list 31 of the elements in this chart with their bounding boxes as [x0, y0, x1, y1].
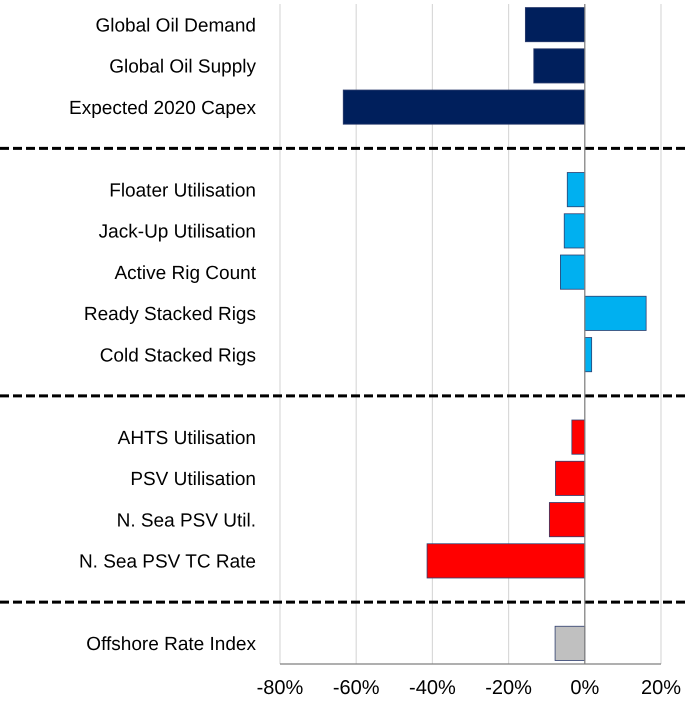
x-tick-label: -20% [485, 677, 532, 699]
y-tick-label: PSV Utilisation [130, 469, 256, 490]
bar [555, 460, 586, 496]
y-tick-label: N. Sea PSV TC Rate [78, 552, 256, 573]
bar [560, 254, 586, 290]
bar [524, 7, 586, 42]
y-tick-label: Active Rig Count [114, 262, 257, 284]
y-tick-label: AHTS Utilisation [118, 428, 256, 449]
y-tick-label: Offshore Rate Index [86, 634, 256, 656]
y-tick-label: Global Oil Demand [95, 15, 256, 36]
bar [554, 626, 586, 661]
bar [571, 420, 586, 455]
x-tick-label: 0% [570, 677, 600, 699]
y-tick-label: Floater Utilisation [109, 180, 256, 202]
bar [566, 172, 586, 208]
x-tick-label: -40% [409, 677, 456, 699]
bar [426, 543, 586, 578]
x-tick-label: -80% [256, 677, 304, 699]
bar [584, 296, 647, 331]
bar [564, 213, 586, 248]
x-tick-label: -60% [332, 677, 380, 699]
y-tick-label: Ready Stacked Rigs [84, 304, 256, 326]
y-tick-label: Expected 2020 Capex [69, 98, 256, 119]
y-tick-label: Cold Stacked Rigs [100, 345, 256, 366]
y-tick-label: Jack-Up Utilisation [98, 222, 256, 243]
bar [548, 502, 586, 538]
x-tick-label: 20% [640, 677, 682, 699]
y-tick-label: N. Sea PSV Util. [116, 510, 256, 532]
bar [533, 48, 586, 84]
y-tick-label: Global Oil Supply [109, 56, 256, 78]
bar [342, 90, 586, 125]
